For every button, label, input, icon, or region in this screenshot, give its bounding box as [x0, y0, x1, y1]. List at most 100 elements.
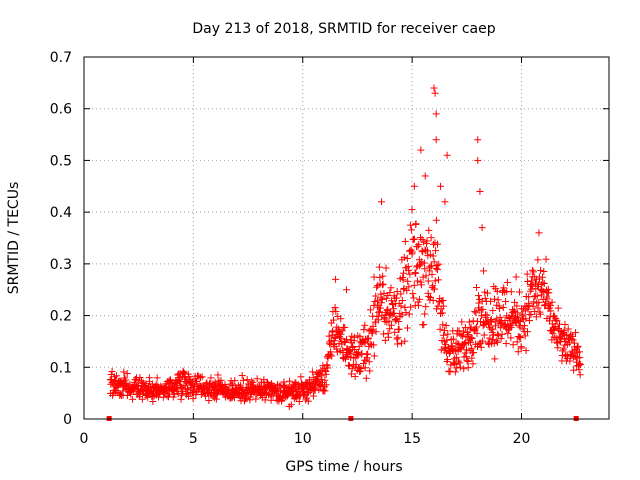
data-point [322, 370, 330, 378]
data-point [373, 297, 381, 305]
data-point [411, 269, 419, 277]
data-point [341, 323, 349, 331]
data-point [473, 323, 481, 331]
data-point [576, 354, 584, 362]
data-point [489, 307, 497, 315]
data-point [379, 272, 387, 280]
data-point [527, 310, 535, 318]
data-point [483, 311, 491, 319]
data-point [360, 326, 368, 334]
data-point [535, 229, 543, 237]
data-point [414, 242, 422, 250]
data-point [472, 309, 480, 317]
data-point [439, 321, 447, 329]
y-tick-label: 0.4 [50, 205, 72, 221]
y-tick-label: 0.6 [50, 102, 72, 118]
data-point [321, 376, 329, 384]
data-point [435, 276, 443, 284]
data-point [517, 343, 525, 351]
data-point [393, 335, 401, 343]
data-point [476, 306, 484, 314]
data-point [381, 336, 389, 344]
data-point [529, 268, 537, 276]
data-point [467, 334, 475, 342]
data-point [413, 263, 421, 271]
data-point [401, 337, 409, 345]
data-point [243, 376, 251, 384]
data-point [524, 328, 532, 336]
data-point [373, 283, 381, 291]
data-point [469, 360, 477, 368]
data-point [449, 335, 457, 343]
data-point [422, 303, 430, 311]
data-point [433, 266, 441, 274]
x-tick-label: 5 [189, 431, 198, 447]
data-point [354, 348, 362, 356]
data-point [332, 275, 340, 283]
data-point [333, 345, 341, 353]
data-point [424, 289, 432, 297]
data-point [434, 240, 442, 248]
data-point [535, 298, 543, 306]
data-point [364, 334, 372, 342]
data-point [179, 367, 187, 375]
data-point [537, 266, 545, 274]
data-point [183, 390, 191, 398]
data-point [391, 328, 399, 336]
data-point [400, 269, 408, 277]
data-point [491, 295, 499, 303]
data-point [480, 331, 488, 339]
data-point [474, 136, 482, 144]
data-point [392, 294, 400, 302]
data-point [412, 269, 420, 277]
data-point [463, 357, 471, 365]
data-point [481, 294, 489, 302]
data-point [503, 278, 511, 286]
data-point [138, 395, 146, 403]
data-point [456, 363, 464, 371]
data-point [421, 172, 429, 180]
data-point [522, 347, 530, 355]
data-point [261, 390, 269, 398]
data-point [577, 360, 585, 368]
data-point [455, 357, 463, 365]
data-point [343, 286, 350, 294]
data-point [564, 325, 572, 333]
data-point [435, 260, 443, 268]
data-point [512, 273, 520, 281]
data-point [332, 308, 340, 316]
data-point [538, 288, 546, 296]
data-point [489, 336, 497, 344]
data-point [404, 277, 412, 285]
data-point [440, 331, 448, 339]
data-point [525, 301, 533, 309]
data-point [442, 322, 450, 330]
data-point [196, 374, 204, 382]
data-point [514, 348, 522, 356]
data-point [426, 263, 434, 271]
y-axis-label: SRMTID / TECUs [6, 182, 22, 295]
data-point [438, 309, 446, 317]
plot-frame [83, 56, 610, 420]
data-point [303, 394, 311, 402]
data-point [398, 311, 406, 319]
data-point [328, 352, 336, 360]
data-point [361, 321, 369, 329]
data-point [398, 339, 406, 347]
data-point [516, 288, 524, 296]
data-point [304, 397, 312, 405]
data-point [355, 343, 363, 351]
data-point [366, 367, 374, 375]
data-point [507, 288, 515, 296]
data-point [421, 310, 429, 318]
data-point [394, 340, 402, 348]
data-point [397, 290, 405, 298]
data-point [249, 381, 257, 389]
data-point [211, 378, 219, 386]
data-point [237, 381, 245, 389]
data-point [198, 373, 206, 381]
data-point [432, 110, 440, 118]
data-point [507, 334, 515, 342]
data-point [311, 386, 319, 394]
data-point [576, 360, 584, 368]
